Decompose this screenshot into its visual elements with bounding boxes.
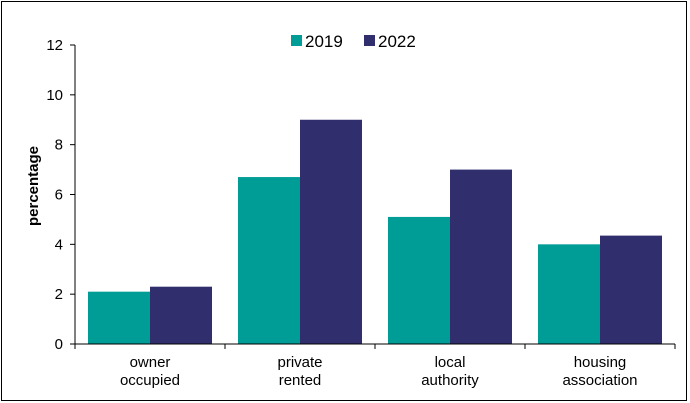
bar-2019-1 xyxy=(238,177,300,344)
y-tick-label: 2 xyxy=(55,286,63,303)
x-category-label: local authority xyxy=(421,354,479,389)
y-tick-label: 4 xyxy=(55,236,63,253)
y-tick-label: 0 xyxy=(55,336,63,353)
bars xyxy=(88,119,662,344)
bar-2019-2 xyxy=(388,216,450,344)
legend-swatch-2022 xyxy=(364,35,375,46)
bar-2019-3 xyxy=(538,244,600,344)
legend: 2019 2022 xyxy=(291,32,416,51)
legend-swatch-2019 xyxy=(291,35,302,46)
x-category-label: housing association xyxy=(562,354,637,389)
bar-2022-2 xyxy=(450,169,512,344)
x-category-label: owner occupied xyxy=(120,354,180,389)
y-axis: 0 2 4 6 8 10 12 xyxy=(46,37,76,353)
bar-2019-0 xyxy=(88,291,150,344)
bar-2022-0 xyxy=(150,286,212,344)
y-tick-label: 6 xyxy=(55,187,63,204)
y-tick-label: 8 xyxy=(55,137,63,154)
bar-2022-1 xyxy=(300,119,362,344)
x-axis: owner occupied private rented local authority… xyxy=(74,343,676,389)
legend-label-2019: 2019 xyxy=(305,32,343,51)
y-tick-label: 10 xyxy=(46,87,63,104)
y-tick-label: 12 xyxy=(46,37,63,54)
legend-label-2022: 2022 xyxy=(378,32,416,51)
bar-2022-3 xyxy=(600,235,662,344)
y-axis-label: percentage xyxy=(25,146,42,226)
x-category-label: private rented xyxy=(277,354,322,389)
